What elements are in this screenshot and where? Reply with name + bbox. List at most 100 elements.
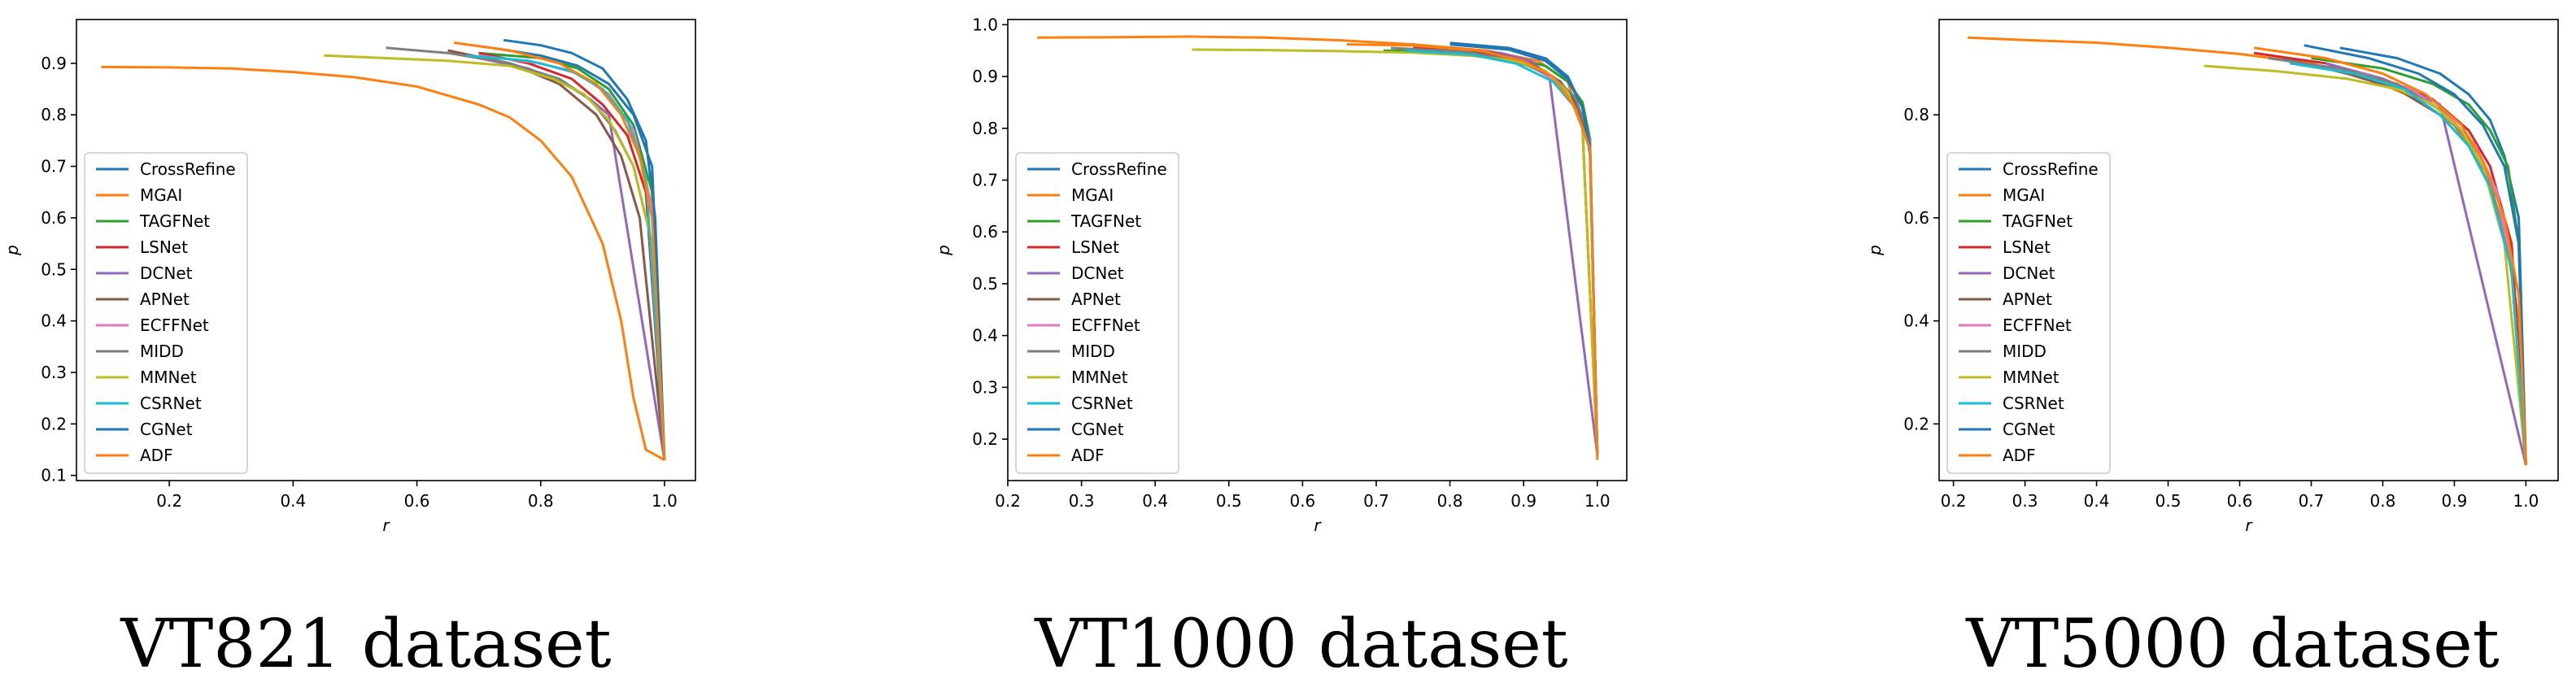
x-tick-label: 0.2: [1941, 491, 1967, 511]
series-line-apnet: [1435, 46, 1599, 455]
legend-label: LSNet: [2003, 237, 2051, 257]
panel-caption: VT1000 dataset: [1034, 606, 1567, 683]
x-axis-label: r: [382, 516, 390, 535]
y-tick-label: 0.4: [972, 326, 998, 346]
legend-label: CGNet: [140, 420, 193, 439]
legend-label: MIDD: [140, 342, 184, 361]
x-tick-label: 0.6: [1289, 491, 1315, 511]
legend-label: APNet: [140, 289, 190, 309]
panel-vt1000: 0.2 0.3 0.4 0.5 0.6 0.7 0.8 0.9 1.0 0.2 0.3 0.4 0.5 0…: [934, 15, 1628, 683]
x-tick-label: 0.7: [2299, 491, 2325, 511]
legend-label: TAGFNet: [2002, 211, 2073, 231]
y-axis-label: p: [2, 245, 22, 256]
x-tick-label: 0.6: [2227, 491, 2253, 511]
legend-label: MGAI: [2003, 185, 2045, 205]
legend-label: ADF: [2003, 446, 2036, 465]
series-line-dcnet: [2325, 62, 2527, 466]
series-line-csrnet: [1406, 49, 1599, 455]
y-tick-label: 1.0: [972, 15, 998, 34]
series-line-tagfnet: [2311, 57, 2527, 466]
series-line-tagfnet: [478, 51, 666, 460]
y-tick-label: 0.4: [41, 311, 67, 331]
y-tick-label: 0.1: [41, 466, 67, 485]
legend-label: ADF: [1071, 446, 1105, 465]
x-tick-label: 0.4: [280, 491, 306, 511]
axes-frame: [1007, 19, 1628, 481]
legend-label: CSRNet: [140, 394, 202, 413]
legend-label: CSRNet: [2003, 394, 2064, 413]
series-line-crossrefine: [2339, 46, 2527, 466]
axes-frame: [1938, 19, 2559, 481]
y-tick-label: 0.5: [972, 274, 998, 294]
legend-label: CGNet: [2003, 420, 2055, 439]
x-tick-label: 0.8: [2370, 491, 2396, 511]
y-axis-label: p: [1865, 245, 1885, 256]
x-tick-label: 1.0: [652, 491, 678, 511]
x-tick-label: 0.9: [2442, 491, 2468, 511]
x-tick-label: 0.9: [1510, 491, 1536, 511]
x-tick-label: 0.7: [1363, 491, 1389, 511]
legend-label: MMNet: [140, 368, 197, 387]
legend-label: APNet: [2003, 289, 2052, 309]
y-tick-label: 0.7: [972, 170, 998, 189]
series-line-mmnet: [1192, 48, 1599, 455]
series-group: [1968, 36, 2527, 466]
y-tick-label: 0.5: [41, 259, 67, 279]
series-group: [101, 38, 666, 462]
x-tick-label: 0.5: [1216, 491, 1242, 511]
legend-box: [1946, 152, 2111, 474]
series-line-lsnet: [1413, 46, 1599, 455]
series-line-csrnet: [2289, 62, 2527, 466]
panel-vt821: 0.2 0.4 0.6 0.8 1.0 0.1 0.2 0.3 0.4 0.5 0.6 0.7 0.8 0…: [2, 19, 696, 683]
y-tick-label: 0.8: [972, 119, 998, 138]
x-tick-label: 0.2: [156, 491, 182, 511]
series-line-lsnet: [478, 51, 666, 460]
legend-label: DCNet: [1071, 263, 1124, 283]
x-axis-label: r: [1314, 516, 1322, 535]
legend-label: LSNet: [1071, 237, 1119, 257]
legend-label: MMNet: [1071, 368, 1128, 387]
series-line-mgai: [101, 65, 665, 462]
panel-caption: VT5000 dataset: [1965, 606, 2499, 683]
x-tick-label: 0.3: [1069, 491, 1095, 511]
y-tick-label: 0.8: [1903, 105, 1929, 124]
x-tick-label: 0.2: [995, 491, 1021, 511]
x-tick-label: 0.8: [1437, 491, 1463, 511]
legend-label: CrossRefine: [1071, 159, 1167, 179]
x-tick-label: 0.8: [528, 491, 554, 511]
panel-vt5000: 0.2 0.3 0.4 0.5 0.6 0.7 0.8 0.9 1.0 0.2 0.4 0.6 0.8 r…: [1865, 19, 2559, 683]
y-tick-label: 0.9: [972, 67, 998, 86]
legend-label: MIDD: [1071, 342, 1115, 361]
legend-label: CrossRefine: [140, 159, 236, 179]
legend-label: CrossRefine: [2003, 159, 2099, 179]
legend-label: MMNet: [2003, 368, 2059, 387]
series-line-midd: [2268, 57, 2527, 466]
series-group: [1037, 35, 1599, 460]
y-tick-label: 0.3: [972, 377, 998, 397]
x-tick-label: 0.4: [1142, 491, 1168, 511]
panel-caption: VT821 dataset: [120, 606, 611, 683]
legend-box: [84, 152, 248, 474]
y-tick-label: 0.6: [41, 208, 67, 228]
y-tick-label: 0.6: [1903, 208, 1929, 228]
series-line-mmnet: [324, 54, 666, 460]
y-tick-label: 0.4: [1903, 311, 1929, 331]
series-line-adf: [1346, 43, 1599, 460]
x-tick-label: 1.0: [1584, 491, 1611, 511]
series-line-adf: [2253, 46, 2527, 466]
y-axis-label: p: [934, 245, 953, 256]
y-tick-label: 0.7: [41, 157, 67, 176]
series-line-cgnet: [2304, 44, 2527, 466]
legend-label: MGAI: [140, 185, 182, 205]
legend-label: CSRNet: [1071, 394, 1133, 413]
y-tick-label: 0.2: [41, 414, 67, 433]
series-line-adf: [453, 41, 666, 460]
legend-label: ECFFNet: [2003, 316, 2072, 335]
series-line-tagfnet: [1383, 49, 1599, 455]
axes-frame: [76, 19, 696, 481]
legend-label: CGNet: [1071, 420, 1124, 439]
y-tick-label: 0.2: [972, 429, 998, 449]
x-tick-label: 0.6: [404, 491, 430, 511]
series-line-cgnet: [490, 46, 666, 460]
